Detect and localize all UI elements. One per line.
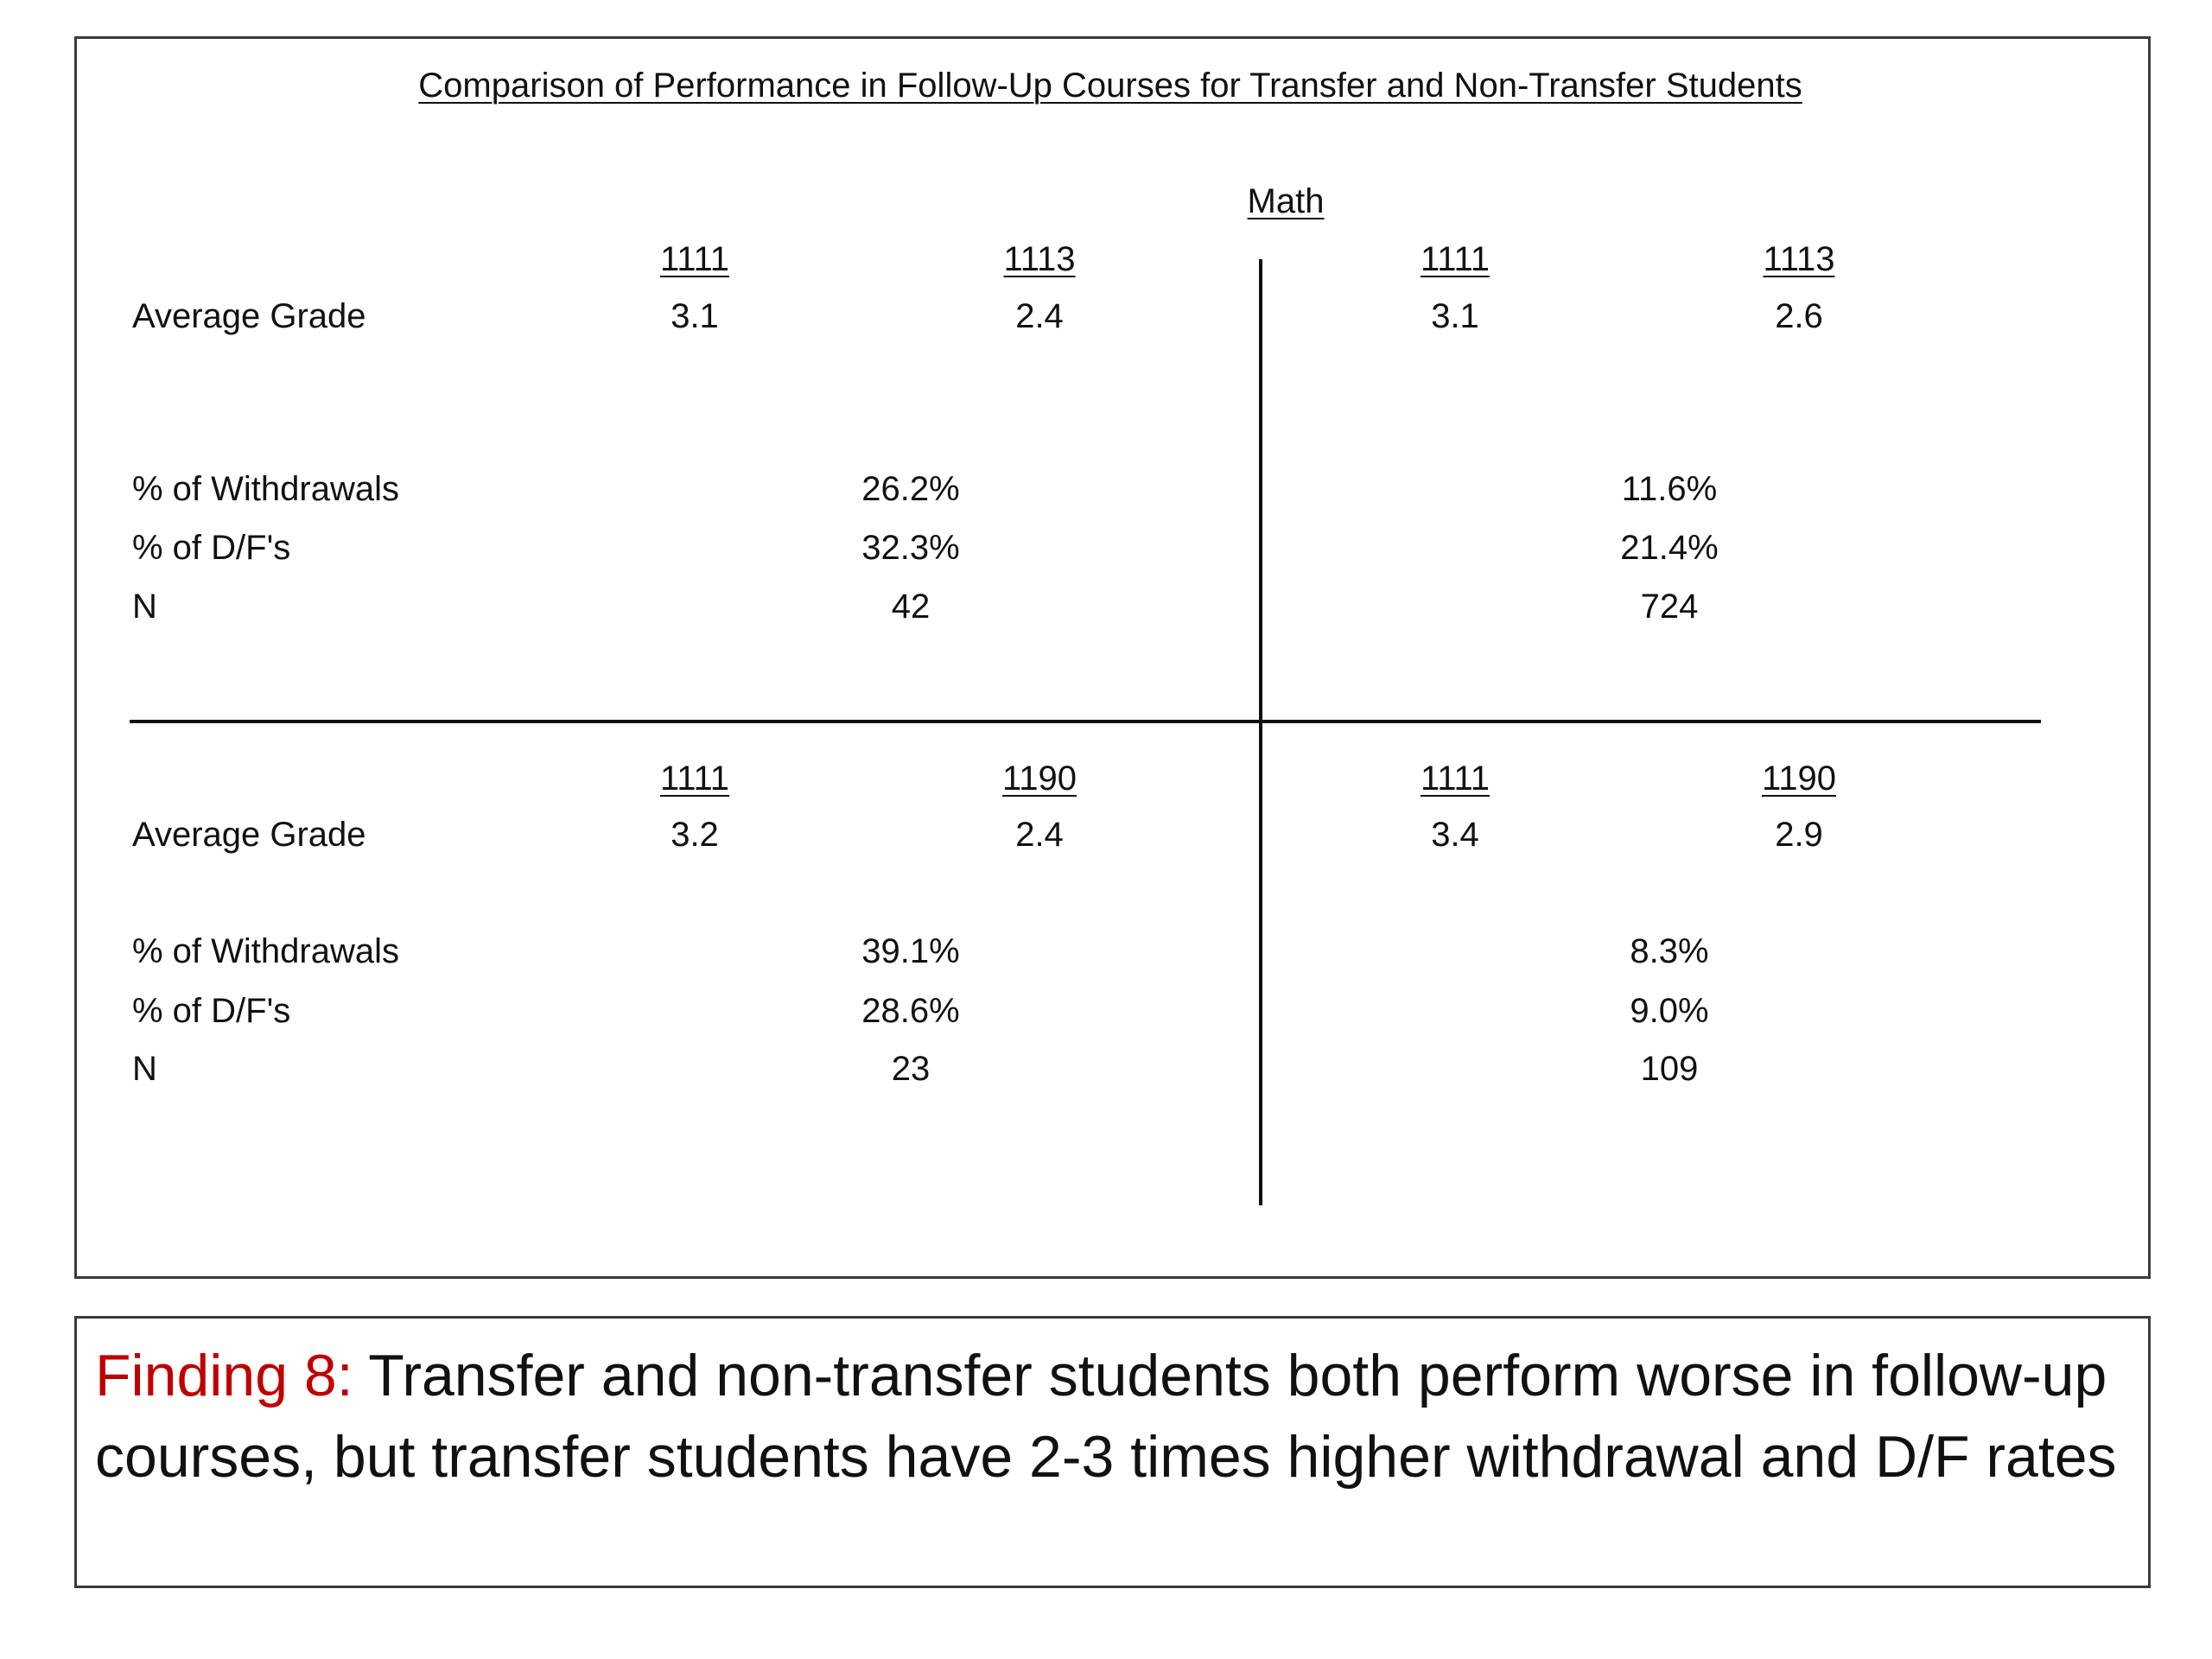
n-value: 109 xyxy=(1640,1050,1699,1088)
course-header: 1113 xyxy=(1003,240,1076,278)
n-value: 42 xyxy=(891,588,931,626)
df-value: 21.4% xyxy=(1620,529,1719,567)
grade-value: 2.4 xyxy=(1015,816,1064,854)
course-header: 1111 xyxy=(659,760,730,798)
df-value: 9.0% xyxy=(1630,992,1709,1030)
grade-value: 3.4 xyxy=(1431,816,1479,854)
grade-value: 2.4 xyxy=(1015,297,1064,335)
row-label-n: N xyxy=(132,588,157,626)
course-header: 1111 xyxy=(659,240,730,278)
df-value: 28.6% xyxy=(861,992,960,1030)
finding-panel xyxy=(74,1316,2151,1588)
course-header: 1111 xyxy=(1420,760,1491,798)
table-title: Comparison of Performance in Follow-Up C… xyxy=(418,67,1802,105)
row-label-n: N xyxy=(132,1050,157,1088)
subject-header: Math xyxy=(1247,182,1325,220)
vertical-divider xyxy=(1259,259,1262,1205)
finding-text: Finding 8: Transfer and non-transfer stu… xyxy=(95,1335,2117,1497)
n-value: 23 xyxy=(891,1050,931,1088)
row-label-average-grade: Average Grade xyxy=(132,816,366,854)
horizontal-divider xyxy=(130,720,2041,723)
finding-body: Transfer and non-transfer students both … xyxy=(95,1343,2117,1490)
row-label-withdrawals: % of Withdrawals xyxy=(132,932,399,970)
course-header: 1111 xyxy=(1420,240,1491,278)
row-label-df: % of D/F's xyxy=(132,992,291,1030)
n-value: 724 xyxy=(1640,588,1699,626)
finding-label: Finding 8: xyxy=(95,1343,353,1408)
df-value: 32.3% xyxy=(861,529,960,567)
row-label-withdrawals: % of Withdrawals xyxy=(132,470,399,508)
course-header: 1190 xyxy=(1761,760,1837,798)
withdrawals-value: 26.2% xyxy=(861,470,960,508)
grade-value: 2.6 xyxy=(1775,297,1823,335)
withdrawals-value: 11.6% xyxy=(1621,470,1718,508)
withdrawals-value: 8.3% xyxy=(1630,932,1709,970)
grade-value: 3.2 xyxy=(671,816,719,854)
row-label-average-grade: Average Grade xyxy=(132,297,366,335)
course-header: 1190 xyxy=(1001,760,1077,798)
withdrawals-value: 39.1% xyxy=(861,932,960,970)
course-header: 1113 xyxy=(1763,240,1835,278)
grade-value: 3.1 xyxy=(1431,297,1479,335)
comparison-table-panel xyxy=(74,36,2151,1279)
row-label-df: % of D/F's xyxy=(132,529,291,567)
grade-value: 3.1 xyxy=(671,297,719,335)
grade-value: 2.9 xyxy=(1775,816,1823,854)
